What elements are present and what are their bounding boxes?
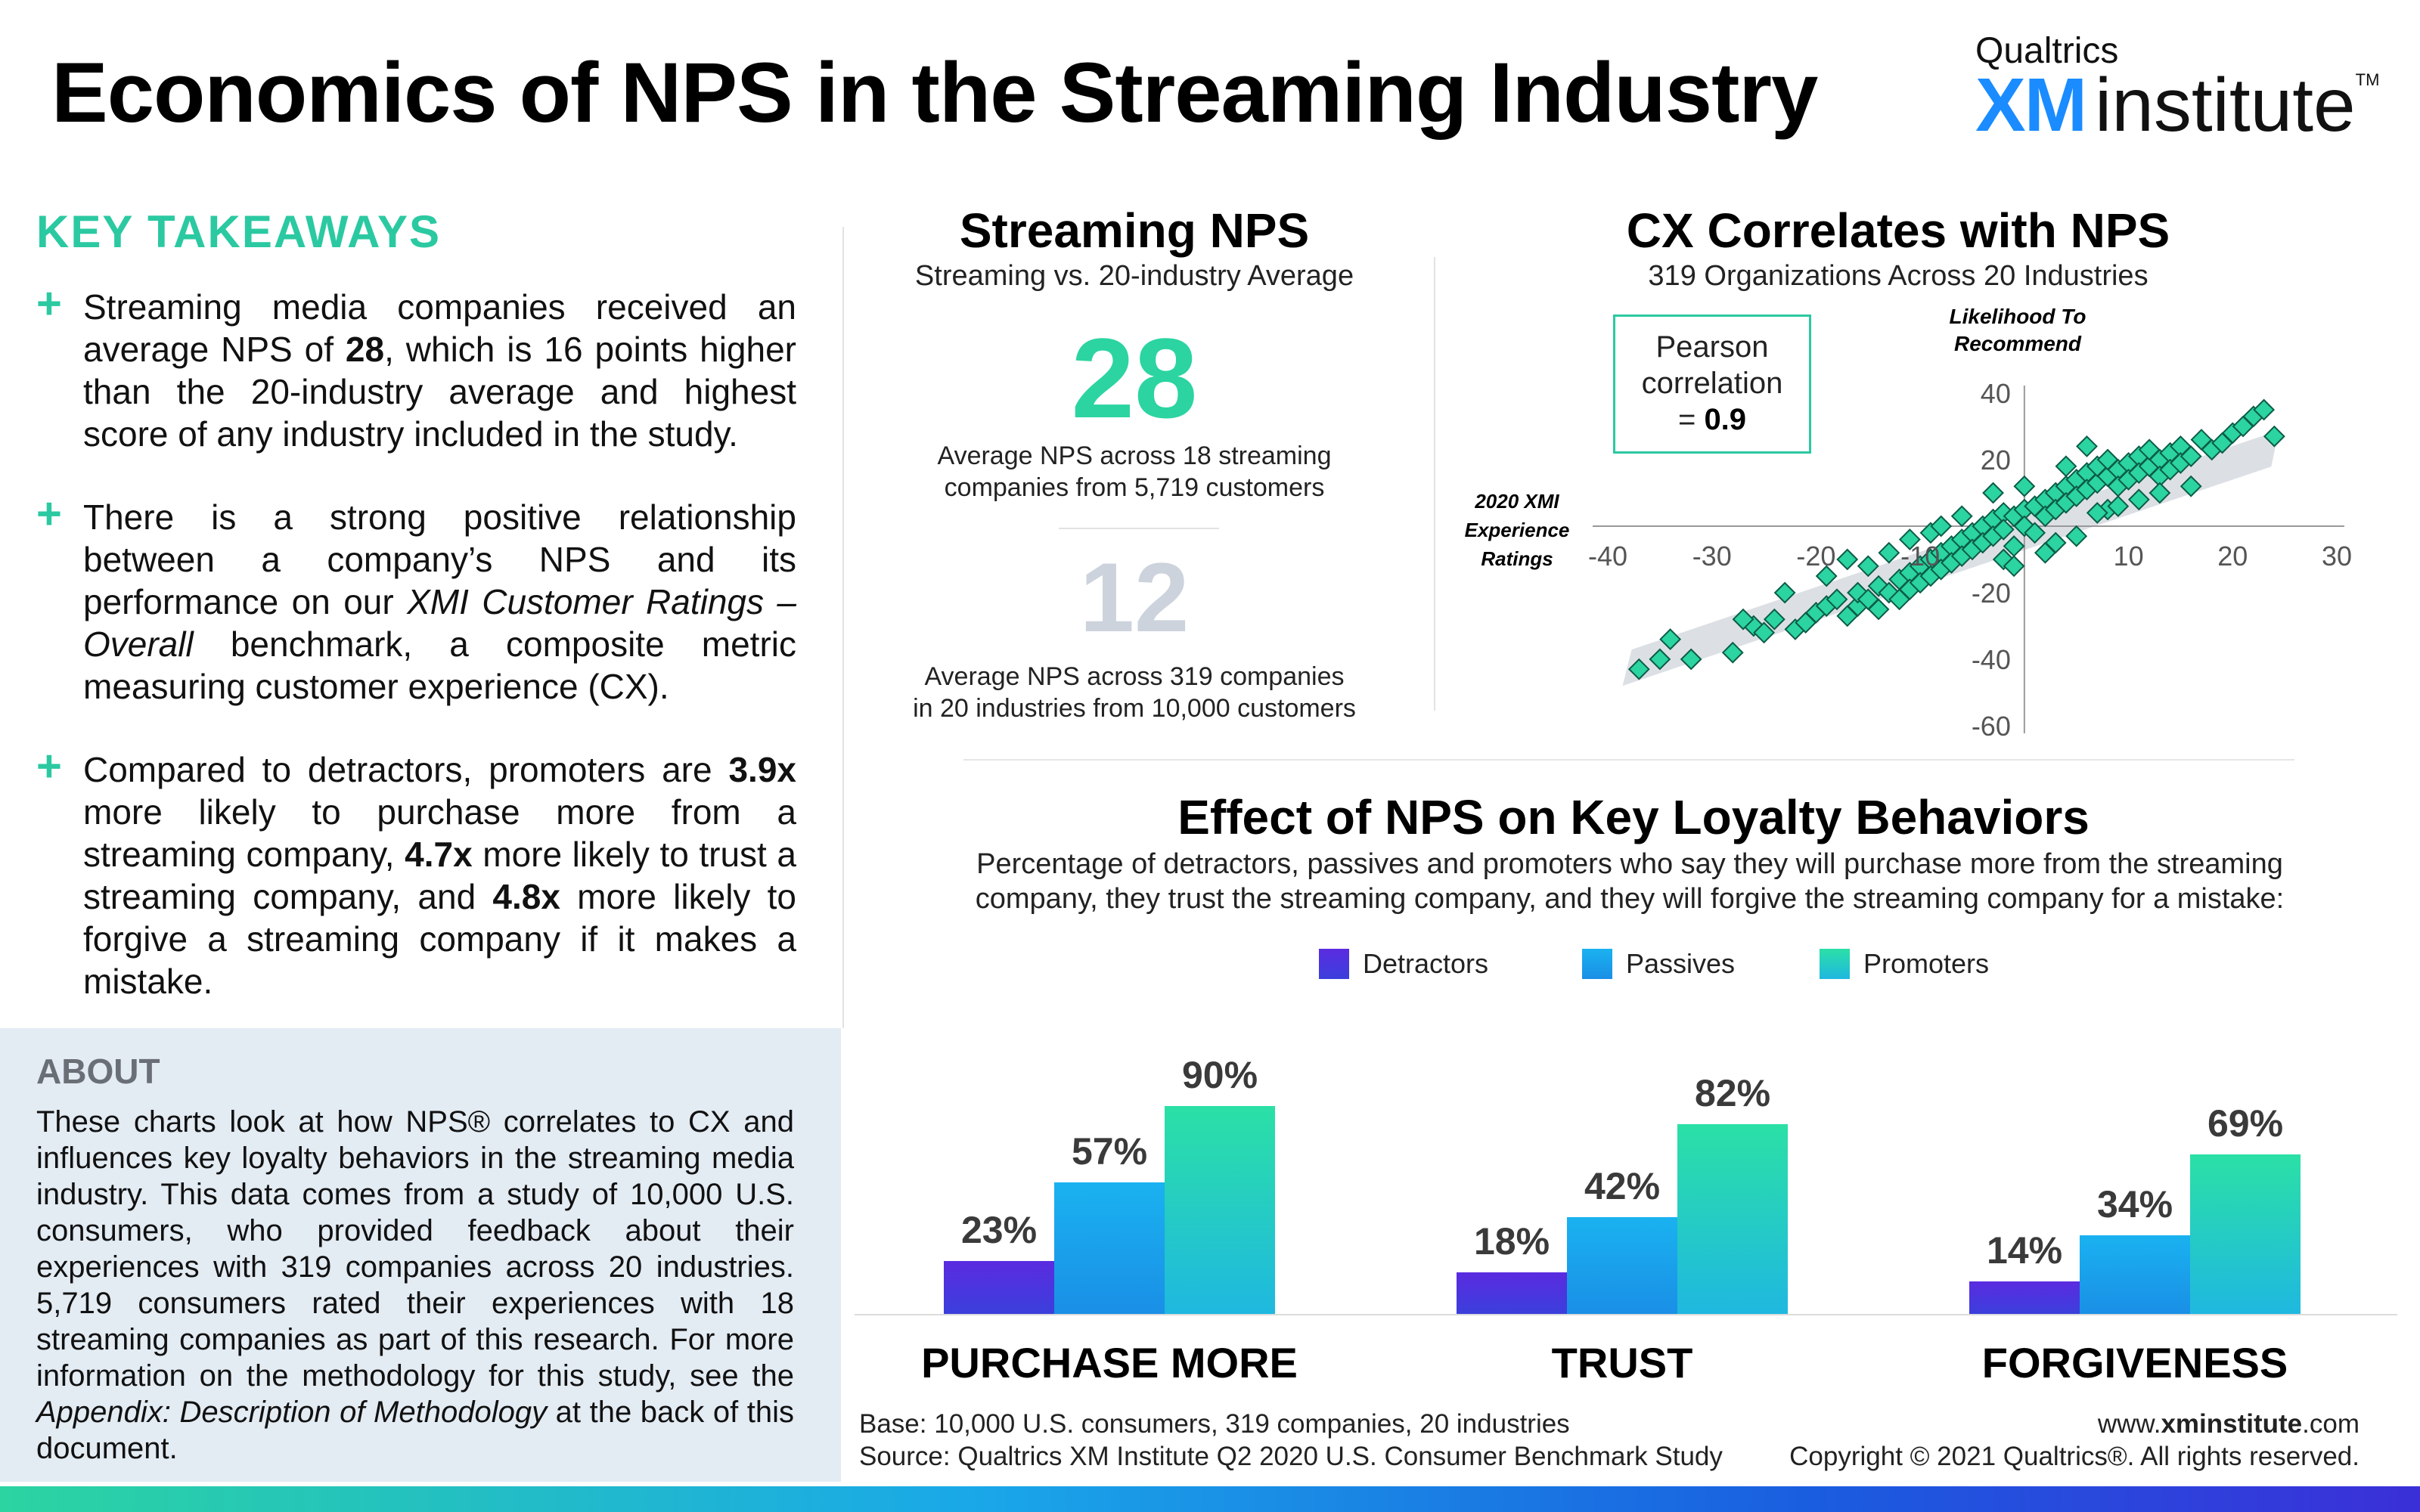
bar-promoter-trust <box>1677 1124 1788 1314</box>
logo-institute-text: institute <box>2095 63 2356 147</box>
footer-copyright: Copyright © 2021 Qualtrics®. All rights … <box>1789 1442 2360 1471</box>
section-horizontal-divider <box>963 759 2294 761</box>
key-takeaways-title: KEY TAKEAWAYS <box>36 206 442 257</box>
bar-passive-forgiveness <box>2080 1235 2190 1314</box>
loyalty-title: Effect of NPS on Key Loyalty Behaviors <box>1177 790 2090 844</box>
bar-passive-trust <box>1567 1216 1677 1314</box>
bar-promoter-purchase-more <box>1165 1105 1275 1314</box>
about-text: These charts look at how NPS® correlates… <box>36 1105 794 1465</box>
category-label: FORGIVENESS <box>1981 1339 2288 1387</box>
industry-avg-caption: Average NPS across 319 companies in 20 i… <box>913 662 1356 723</box>
bar-value-label: 90% <box>1181 1053 1258 1096</box>
xm-institute-logo: Qualtrics XM institute TM <box>1975 30 2379 143</box>
logo-qualtrics-text: Qualtrics <box>1975 31 2119 71</box>
bar-detractor-purchase-more <box>944 1260 1054 1314</box>
legend-swatch-promoters <box>1820 949 1850 979</box>
plus-icon: + <box>36 742 62 791</box>
pearson-correlation-box: Pearson correlation = 0.9 <box>1613 314 1811 454</box>
logo-tm-text: TM <box>2355 70 2380 89</box>
takeaway-text: There is a strong positive relationship … <box>83 497 796 706</box>
footer-url[interactable]: www.xminstitute.com <box>2097 1409 2360 1439</box>
correlation-subtitle: 319 Organizations Across 20 Industries <box>1648 260 2149 292</box>
legend-detractors: Detractors <box>1319 948 1488 980</box>
column-divider <box>842 227 844 1028</box>
legend-swatch-detractors <box>1319 949 1349 979</box>
legend-passives: Passives <box>1582 948 1735 980</box>
bar-detractor-forgiveness <box>1969 1281 2080 1314</box>
bottom-gradient-bar <box>0 1486 2420 1512</box>
bar-value-label: 69% <box>2207 1101 2284 1145</box>
page-title: Economics of NPS in the Streaming Indust… <box>51 45 1818 140</box>
streaming-nps-title: Streaming NPS <box>959 203 1310 258</box>
bar-value-label: 42% <box>1584 1164 1661 1207</box>
plus-icon: + <box>36 489 62 538</box>
bar-detractor-trust <box>1457 1272 1567 1314</box>
plus-icon: + <box>36 279 62 328</box>
bar-promoter-forgiveness <box>2190 1154 2301 1314</box>
legend-swatch-passives <box>1582 949 1612 979</box>
takeaway-item-3: + Compared to detractors, promoters are … <box>36 742 797 1002</box>
footnote: Base: 10,000 U.S. consumers, 319 compani… <box>859 1408 1723 1473</box>
bar-value-label: 82% <box>1694 1072 1771 1115</box>
footer-right: www.xminstitute.com Copyright © 2021 Qua… <box>1789 1408 2360 1473</box>
nps-divider <box>1059 528 1219 529</box>
category-label: TRUST <box>1551 1339 1693 1387</box>
loyalty-subtitle-line2: company, they trust the streaming compan… <box>975 883 2285 915</box>
legend-promoters: Promoters <box>1820 948 1989 980</box>
section-divider <box>1434 257 1435 711</box>
bar-value-label: 57% <box>1071 1129 1148 1173</box>
takeaway-item-1: + Streaming media companies received an … <box>36 279 796 455</box>
about-title: ABOUT <box>36 1052 160 1091</box>
bar-baseline <box>855 1314 2397 1315</box>
category-label: PURCHASE MORE <box>921 1339 1298 1387</box>
footnote-source: Source: Qualtrics XM Institute Q2 2020 U… <box>859 1442 1723 1471</box>
footnote-base: Base: 10,000 U.S. consumers, 319 compani… <box>859 1409 1570 1439</box>
correlation-title: CX Correlates with NPS <box>1626 203 2170 258</box>
logo-row: XM institute TM <box>1975 67 2379 143</box>
bar-value-label: 23% <box>960 1208 1038 1251</box>
industry-avg-nps-value: 12 <box>1079 542 1190 652</box>
bar-value-label: 14% <box>1986 1229 2063 1272</box>
bar-passive-purchase-more <box>1054 1182 1165 1314</box>
streaming-nps-caption: Average NPS across 18 streaming companie… <box>937 442 1332 502</box>
streaming-nps-value: 28 <box>1071 314 1198 442</box>
logo-xm-text: XM <box>1975 63 2087 147</box>
streaming-nps-subtitle: Streaming vs. 20-industry Average <box>914 260 1354 292</box>
takeaway-text: Streaming media companies received an av… <box>83 287 796 454</box>
takeaway-text: Compared to detractors, promoters are 3.… <box>83 750 797 1001</box>
bar-value-label: 34% <box>2096 1183 2173 1226</box>
about-panel: ABOUT These charts look at how NPS® corr… <box>0 1028 841 1482</box>
takeaway-item-2: + There is a strong positive relationshi… <box>36 489 796 708</box>
bar-value-label: 18% <box>1473 1219 1550 1263</box>
loyalty-subtitle-line1: Percentage of detractors, passives and p… <box>976 848 2283 880</box>
